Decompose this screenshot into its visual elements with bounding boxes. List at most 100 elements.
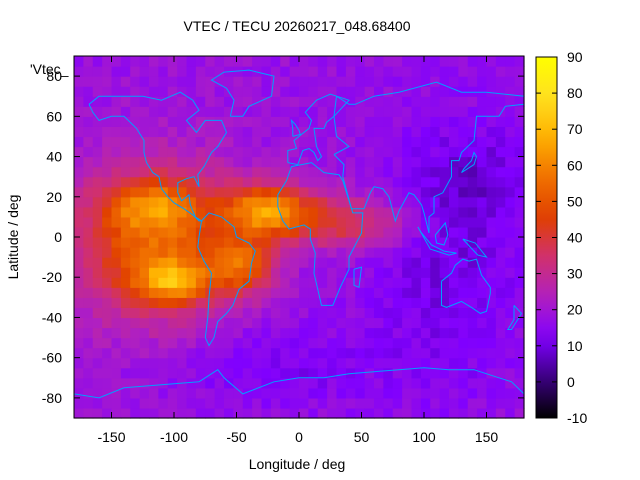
- heatmap-cell: [355, 357, 366, 369]
- heatmap-cell: [439, 327, 450, 339]
- heatmap-cell: [102, 267, 113, 278]
- heatmap-cell: [270, 226, 281, 238]
- heatmap-cell: [392, 166, 403, 178]
- heatmap-cell: [495, 337, 506, 349]
- heatmap-cell: [261, 166, 272, 178]
- heatmap-cell: [242, 186, 253, 198]
- heatmap-cell: [149, 317, 159, 329]
- heatmap-cell: [439, 96, 450, 107]
- heatmap-cell: [308, 307, 319, 319]
- heatmap-cell: [280, 166, 291, 178]
- colorbar-tick-label: 60: [567, 157, 583, 173]
- heatmap-cell: [514, 126, 525, 138]
- heatmap-cell: [214, 216, 225, 228]
- heatmap-cell: [336, 186, 347, 198]
- heatmap-cell: [514, 56, 525, 67]
- heatmap-cell: [158, 367, 169, 379]
- heatmap-cell: [102, 357, 113, 369]
- heatmap-cell: [261, 337, 272, 349]
- heatmap-cell: [252, 247, 263, 258]
- heatmap-cell: [280, 196, 291, 208]
- heatmap-cell: [495, 307, 506, 319]
- heatmap-cell: [130, 287, 141, 298]
- heatmap-cell: [158, 176, 169, 188]
- heatmap-cell: [430, 307, 441, 319]
- heatmap-cell: [317, 247, 328, 258]
- heatmap-cell: [374, 397, 384, 409]
- heatmap-cell: [439, 216, 450, 228]
- heatmap-cell: [402, 206, 413, 218]
- heatmap-cell: [139, 297, 150, 308]
- heatmap-cell: [308, 247, 319, 258]
- heatmap-cell: [280, 277, 291, 288]
- heatmap-cell: [308, 86, 319, 97]
- heatmap-cell: [439, 56, 450, 67]
- heatmap-cell: [280, 287, 291, 298]
- heatmap-cell: [149, 237, 159, 248]
- heatmap-cell: [252, 166, 263, 178]
- heatmap-cell: [402, 387, 413, 399]
- heatmap-cell: [224, 237, 234, 248]
- heatmap-cell: [505, 186, 516, 198]
- heatmap-cell: [411, 66, 422, 77]
- heatmap-cell: [261, 257, 272, 268]
- heatmap-cell: [364, 106, 375, 117]
- heatmap-cell: [308, 347, 319, 359]
- heatmap-cell: [383, 327, 394, 339]
- heatmap-cell: [242, 367, 253, 379]
- heatmap-cell: [486, 226, 497, 238]
- heatmap-cell: [299, 327, 309, 339]
- heatmap-cell: [505, 347, 516, 359]
- heatmap-cell: [261, 277, 272, 288]
- heatmap-cell: [261, 397, 272, 409]
- heatmap-cell: [167, 257, 178, 268]
- heatmap-cell: [467, 156, 478, 168]
- heatmap-cell: [383, 66, 394, 77]
- heatmap-cell: [252, 56, 263, 67]
- heatmap-cell: [327, 116, 338, 127]
- colorbar-tick-label: 90: [567, 49, 583, 65]
- heatmap-cell: [467, 377, 478, 389]
- heatmap-cell: [252, 387, 263, 399]
- heatmap-cell: [111, 407, 122, 419]
- heatmap-cell: [467, 397, 478, 409]
- heatmap-cell: [514, 86, 525, 97]
- heatmap-cell: [374, 357, 384, 369]
- heatmap-cell: [224, 116, 234, 127]
- heatmap-cell: [158, 116, 169, 127]
- heatmap-cell: [486, 166, 497, 178]
- heatmap-cell: [402, 397, 413, 409]
- heatmap-cell: [345, 267, 356, 278]
- heatmap-cell: [317, 387, 328, 399]
- heatmap-cell: [120, 216, 131, 228]
- heatmap-cell: [299, 267, 309, 278]
- heatmap-cell: [186, 257, 197, 268]
- heatmap-cell: [317, 86, 328, 97]
- heatmap-cell: [486, 317, 497, 329]
- heatmap-cell: [214, 106, 225, 117]
- heatmap-cell: [195, 287, 206, 298]
- heatmap-cell: [167, 76, 178, 87]
- heatmap-cell: [505, 206, 516, 218]
- heatmap-cell: [242, 136, 253, 148]
- heatmap-cell: [327, 287, 338, 298]
- heatmap-cell: [364, 126, 375, 138]
- heatmap-cell: [486, 66, 497, 77]
- heatmap-cell: [102, 247, 113, 258]
- heatmap-cell: [83, 247, 94, 258]
- heatmap-cell: [345, 206, 356, 218]
- coastline: [441, 258, 491, 314]
- heatmap-cell: [411, 166, 422, 178]
- heatmap-cell: [74, 226, 84, 238]
- heatmap-cell: [495, 267, 506, 278]
- heatmap-cell: [102, 297, 113, 308]
- heatmap-cell: [289, 307, 300, 319]
- heatmap-cell: [261, 66, 272, 77]
- heatmap-cell: [355, 96, 366, 107]
- heatmap-cell: [467, 247, 478, 258]
- heatmap-cell: [167, 56, 178, 67]
- heatmap-cell: [289, 226, 300, 238]
- heatmap-cell: [299, 66, 309, 77]
- heatmap-cell: [261, 146, 272, 158]
- heatmap-cell: [327, 397, 338, 409]
